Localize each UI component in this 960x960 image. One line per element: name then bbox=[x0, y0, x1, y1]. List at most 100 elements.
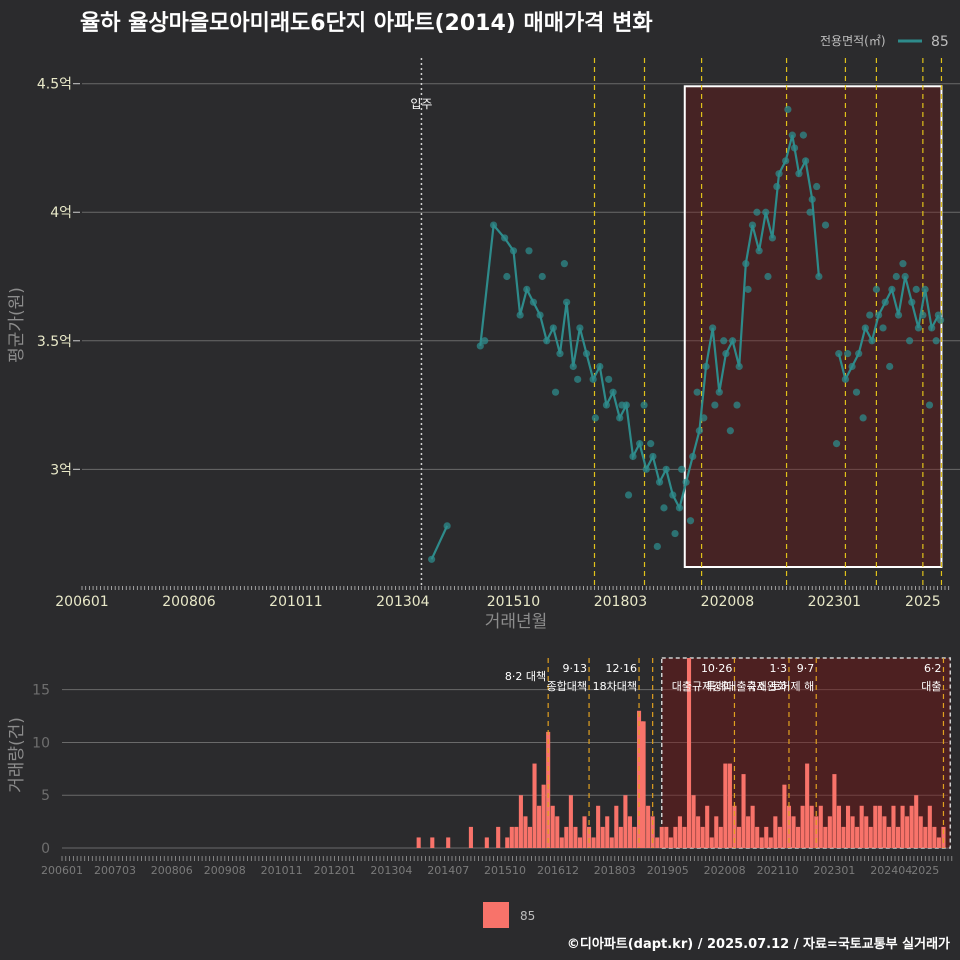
bottom-gridlines bbox=[62, 689, 948, 849]
bottom-bar-43 bbox=[668, 837, 673, 848]
bottom-bar-34 bbox=[632, 826, 637, 848]
bottom-bar-38 bbox=[646, 805, 651, 848]
top-x-tick-8: 2025 bbox=[905, 594, 941, 610]
top-point-102 bbox=[832, 440, 841, 448]
bottom-bar-77 bbox=[823, 826, 828, 848]
bottom-x-tick-14: 202301 bbox=[813, 864, 855, 877]
legend-title: 전용면적(㎡) bbox=[820, 34, 886, 48]
bottom-bar-68 bbox=[782, 784, 787, 848]
policy-sublabel-1: 종합대책 bbox=[547, 680, 587, 693]
bottom-bar-32 bbox=[623, 795, 628, 848]
bottom-bar-56 bbox=[727, 763, 732, 848]
top-point-78 bbox=[624, 491, 633, 499]
bottom-bar-70 bbox=[791, 816, 796, 848]
top-point-70 bbox=[525, 247, 533, 255]
top-y-tick-1: 3.5억 bbox=[37, 334, 72, 350]
bottom-bar-28 bbox=[605, 816, 610, 848]
bottom-x-tick-12: 202008 bbox=[704, 864, 746, 877]
bottom-bar-89 bbox=[877, 805, 882, 848]
policy-sublabel-6: 특례대출축소 토허제 해 bbox=[706, 679, 814, 693]
bottom-bar-5 bbox=[496, 826, 501, 848]
bottom-bar-72 bbox=[800, 805, 805, 848]
bottom-bar-0 bbox=[416, 837, 421, 848]
bottom-bar-62 bbox=[755, 826, 760, 848]
bottom-bar-81 bbox=[841, 826, 846, 848]
top-y-tick-2: 4억 bbox=[50, 205, 72, 221]
top-point-2 bbox=[476, 342, 484, 350]
bottom-bar-59 bbox=[741, 774, 746, 848]
top-x-tick-5: 201803 bbox=[594, 594, 647, 610]
bottom-bar-87 bbox=[868, 826, 873, 848]
legend-label: 85 bbox=[931, 34, 949, 50]
top-x-tick-3: 201304 bbox=[376, 594, 430, 610]
bottom-policy-lines bbox=[547, 658, 945, 848]
bottom-x-tick-7: 201407 bbox=[427, 864, 469, 877]
bottom-x-tick-labels: 200601 200703 200806 200908 201011 201201 2013… bbox=[41, 864, 939, 877]
bottom-x-tick-1: 200703 bbox=[94, 864, 136, 877]
bottom-bar-82 bbox=[845, 805, 851, 848]
bottom-bar-25 bbox=[591, 837, 596, 848]
top-point-72 bbox=[551, 388, 560, 396]
bottom-bar-61 bbox=[750, 805, 755, 848]
top-point-112 bbox=[905, 337, 914, 345]
bottom-bar-52 bbox=[709, 837, 714, 848]
bottom-bar-65 bbox=[768, 837, 773, 848]
top-point-116 bbox=[932, 337, 940, 345]
top-x-tick-labels: 200601 200806 201011 201304 201510 201803 2020… bbox=[55, 594, 940, 610]
bottom-bar-22 bbox=[577, 837, 583, 848]
footer-credit: ©디아파트(dapt.kr) / 2025.07.12 / 자료=국토교통부 실… bbox=[567, 936, 950, 952]
bottom-bar-67 bbox=[777, 826, 782, 848]
top-point-105 bbox=[859, 414, 867, 422]
bottom-bar-4 bbox=[484, 837, 489, 848]
bottom-bar-102 bbox=[936, 837, 941, 848]
bottom-x-tick-0: 200601 bbox=[41, 864, 83, 877]
bottom-bar-73 bbox=[805, 763, 810, 848]
top-point-108 bbox=[879, 324, 887, 332]
bottom-bar-58 bbox=[736, 826, 742, 848]
top-x-tick-7: 202301 bbox=[808, 594, 861, 610]
bottom-bar-63 bbox=[759, 837, 764, 848]
bottom-bar-12 bbox=[532, 763, 537, 848]
top-point-107 bbox=[872, 285, 881, 293]
bottom-bar-21 bbox=[573, 826, 578, 848]
top-y-tick-0: 3억 bbox=[50, 462, 72, 478]
bottom-bar-98 bbox=[918, 816, 923, 848]
top-point-106 bbox=[866, 311, 874, 319]
bottom-y-axis-title: 거래량(건) bbox=[7, 717, 27, 793]
bottom-x-tick-2: 200806 bbox=[151, 864, 193, 877]
top-y-tick-3: 4.5억 bbox=[37, 77, 72, 93]
top-point-100 bbox=[813, 182, 821, 191]
top-scatter-points bbox=[428, 105, 945, 563]
top-y-tick-labels: 3억 3.5억 4억 4.5억 bbox=[37, 77, 72, 479]
bottom-bar-10 bbox=[523, 816, 528, 848]
top-point-73 bbox=[560, 260, 568, 268]
bottom-y-tick-3: 15 bbox=[32, 683, 50, 699]
bottom-legend-swatch bbox=[483, 902, 509, 928]
bottom-bar-71 bbox=[796, 826, 801, 848]
bottom-bar-93 bbox=[895, 826, 901, 848]
top-point-91 bbox=[733, 401, 741, 409]
top-x-tick-0: 200601 bbox=[55, 594, 108, 610]
top-point-71 bbox=[538, 272, 546, 281]
bottom-x-tick-15: 202404 bbox=[870, 864, 912, 877]
top-point-111 bbox=[899, 260, 907, 268]
top-x-tick-4: 201510 bbox=[487, 594, 540, 610]
top-point-82 bbox=[660, 504, 668, 512]
bottom-bar-94 bbox=[900, 805, 905, 848]
bottom-y-tick-labels: 0 5 10 15 bbox=[32, 683, 50, 857]
bottom-bar-95 bbox=[905, 816, 910, 848]
top-point-101 bbox=[821, 221, 830, 229]
chart-title: 율하 율상마을모아미래도6단지 아파트(2014) 매매가격 변화 bbox=[80, 11, 653, 36]
top-point-75 bbox=[591, 414, 599, 422]
bottom-bar-15 bbox=[546, 731, 551, 848]
top-point-79 bbox=[640, 401, 648, 409]
bottom-y-tick-1: 5 bbox=[41, 788, 50, 804]
bottom-bar-88 bbox=[873, 805, 878, 848]
bottom-bar-84 bbox=[855, 826, 860, 848]
bottom-bar-60 bbox=[746, 816, 751, 848]
bottom-bar-16 bbox=[550, 805, 555, 848]
bottom-bar-3 bbox=[468, 826, 473, 848]
policy-sublabel-4: 대출규제강화 bbox=[672, 680, 733, 693]
bottom-bar-66 bbox=[773, 816, 778, 848]
top-point-110 bbox=[892, 272, 900, 281]
